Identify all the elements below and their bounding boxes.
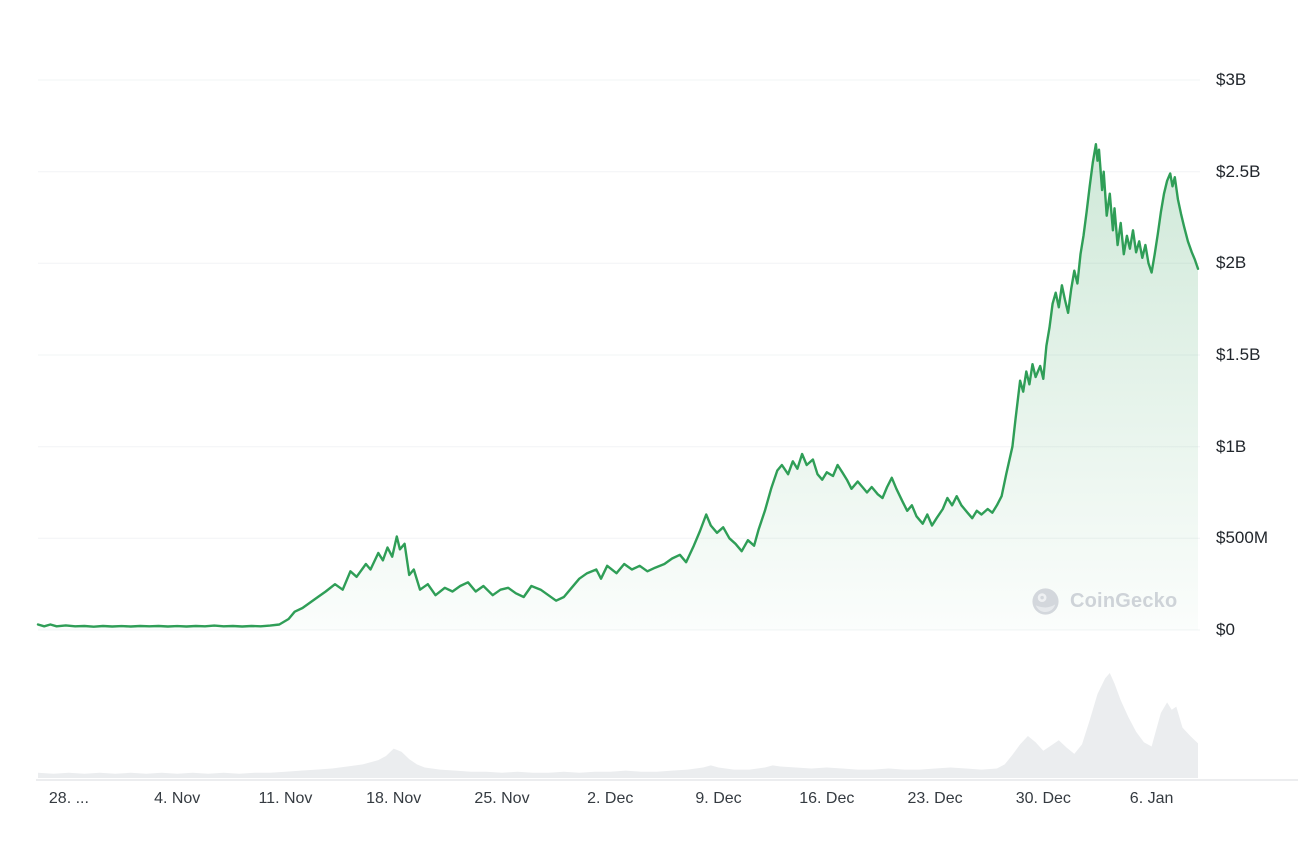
volume-area <box>38 673 1198 778</box>
price-area-fill <box>38 144 1198 630</box>
price-line <box>36 143 1200 628</box>
